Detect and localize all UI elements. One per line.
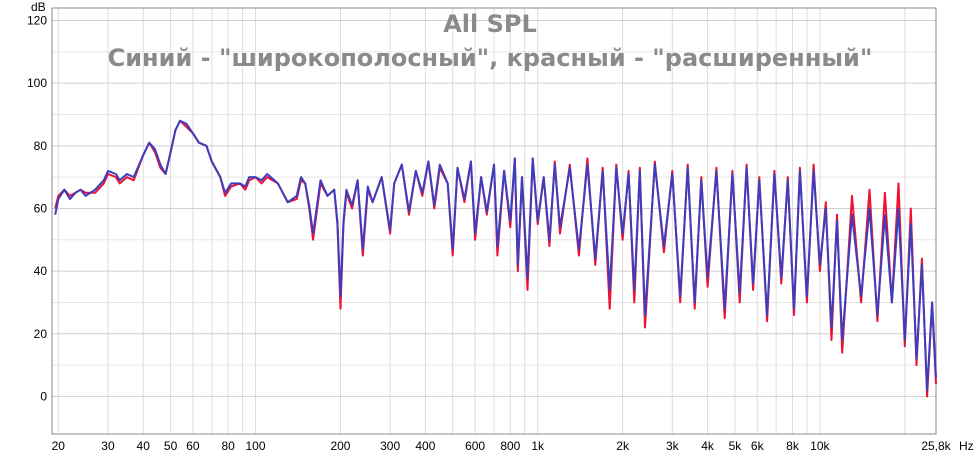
x-tick-label: 10k	[810, 439, 830, 453]
x-tick-label: 200	[330, 439, 350, 453]
x-tick-label: 60	[186, 439, 200, 453]
x-tick-label: 8k	[786, 439, 800, 453]
x-tick-label: 50	[164, 439, 178, 453]
x-tick-label: 300	[380, 439, 400, 453]
y-tick-label: 120	[27, 14, 47, 28]
x-tick-label: 30	[101, 439, 115, 453]
y-tick-label: 80	[34, 139, 48, 153]
x-tick-label: 1k	[531, 439, 545, 453]
x-tick-label: 25,8k	[921, 439, 951, 453]
x-tick-label: 3k	[666, 439, 680, 453]
x-tick-label: 6k	[751, 439, 765, 453]
y-tick-label: 100	[27, 76, 47, 90]
x-tick-label: 20	[52, 439, 66, 453]
chart-title: All SPL	[443, 10, 537, 38]
y-axis-ticks: 0 20 40 60 80 100 120	[27, 14, 47, 404]
x-tick-label: 400	[415, 439, 435, 453]
chart-subtitle: Синий - "широкополосный", красный - "рас…	[108, 44, 873, 72]
x-tick-label: 40	[137, 439, 151, 453]
x-tick-label: 100	[245, 439, 265, 453]
x-tick-label: 800	[500, 439, 520, 453]
x-tick-label: 4k	[701, 439, 715, 453]
x-tick-label: 600	[465, 439, 485, 453]
series-blue-line	[54, 119, 937, 392]
x-axis-unit-label: Hz	[959, 439, 974, 453]
y-axis-unit-label: dB	[31, 0, 46, 14]
y-tick-label: 20	[34, 327, 48, 341]
series-layer	[54, 119, 937, 398]
y-tick-label: 60	[34, 201, 48, 215]
y-tick-label: 40	[34, 264, 48, 278]
x-axis-ticks: 20 30 40 50 60 80 100 200 300 400 600 800 1k 2k 3k 4k 5k…	[52, 439, 952, 453]
grid-layer	[52, 8, 936, 434]
plot-frame	[51, 7, 937, 435]
x-tick-label: 80	[221, 439, 235, 453]
x-tick-label: 2k	[616, 439, 630, 453]
x-tick-label: 5k	[729, 439, 743, 453]
y-tick-label: 0	[40, 389, 47, 403]
